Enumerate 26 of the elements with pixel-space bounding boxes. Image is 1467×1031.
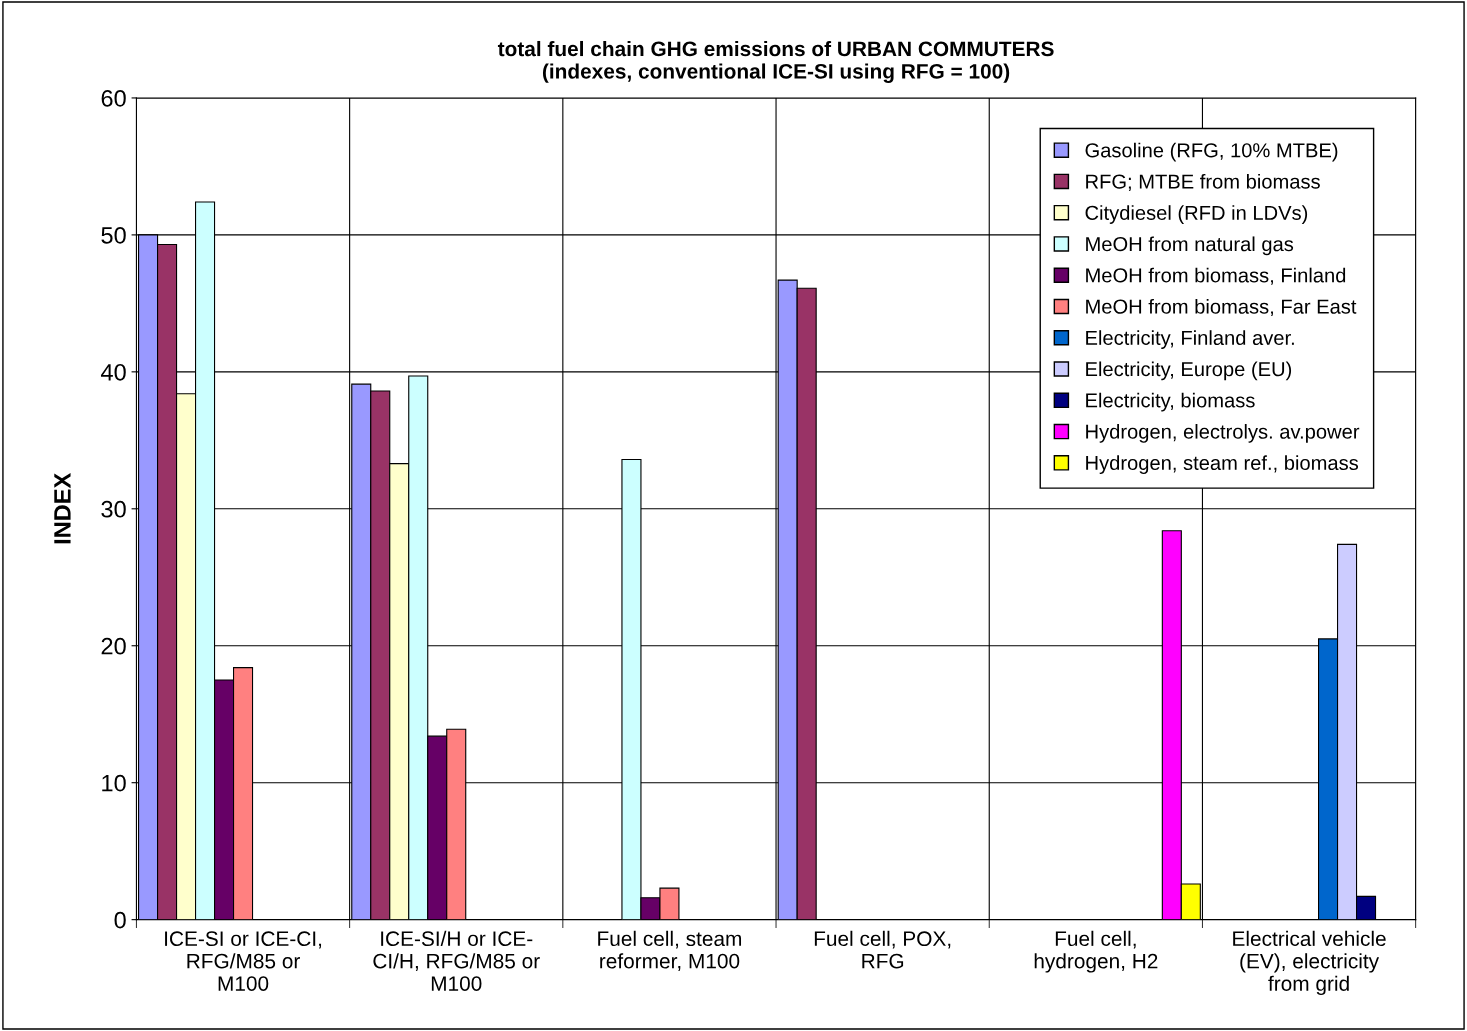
y-tick-label: 0: [114, 911, 126, 929]
y-tick-label: 30: [101, 500, 126, 518]
x-tick-label: Fuel cell, steam reformer, M100: [598, 930, 742, 971]
x-tick-label: Fuel cell, POX, RFG: [814, 930, 951, 969]
x-tick-label: ICE-SI or ICE-CI, RFG/M85 or M100: [165, 931, 322, 991]
legend-label: MeOH from biomass, Far East: [1086, 298, 1357, 317]
legend-label: MeOH from biomass, Finland: [1086, 267, 1346, 285]
x-tick-label: ICE-SI/H or ICE- CI/H, RFG/M85 or M100: [373, 930, 540, 991]
legend-label: Citydiesel (RFD in LDVs): [1085, 205, 1308, 224]
y-tick-label: 60: [101, 90, 126, 107]
y-tick-label: 40: [100, 363, 126, 381]
legend-label: Electricity, Europe (EU): [1086, 361, 1292, 381]
y-tick-label: 20: [101, 637, 126, 655]
legend-label: RFG; MTBE from biomass: [1086, 173, 1320, 192]
y-axis-title: INDEX: [54, 472, 71, 544]
chart-title: total fuel chain GHG emissions of URBAN COMMUTERS (indexes, conventional ICE-SI using RFG = 100): [497, 40, 1054, 83]
y-tick-label: 50: [101, 226, 126, 244]
x-tick-label: Fuel cell, hydrogen, H2: [1034, 930, 1158, 973]
y-tick-label: 10: [102, 774, 126, 792]
legend-label: Electricity, Finland aver.: [1086, 330, 1294, 349]
legend-label: Gasoline (RFG, 10% MTBE): [1085, 142, 1338, 162]
legend-label: Electricity, biomass: [1086, 392, 1255, 412]
legend-label: Hydrogen, electrolys. av.power: [1086, 423, 1360, 443]
x-tick-label: Electrical vehicle (EV), electricity from grid: [1233, 930, 1386, 996]
legend-label: Hydrogen, steam ref., biomass: [1086, 455, 1359, 475]
legend-label: MeOH from natural gas: [1086, 236, 1294, 256]
